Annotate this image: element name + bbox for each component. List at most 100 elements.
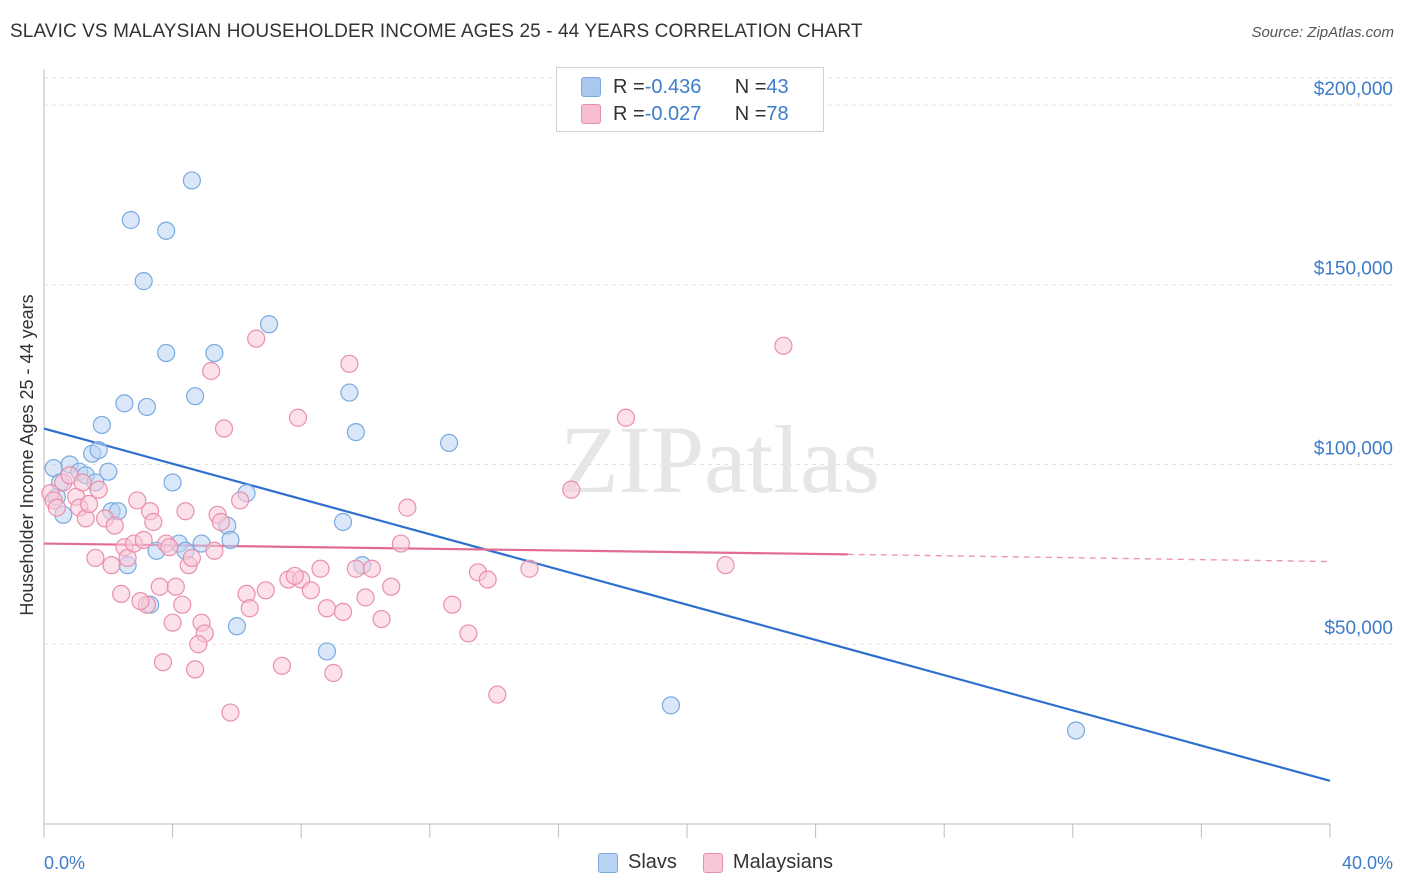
legend-n-value: 43 bbox=[766, 75, 789, 98]
data-point-malaysians bbox=[716, 556, 735, 575]
legend-r-value: -0.436 bbox=[644, 75, 702, 98]
data-point-malaysians bbox=[134, 530, 153, 550]
data-point-slavs bbox=[259, 315, 279, 334]
data-point-malaysians bbox=[128, 491, 147, 510]
data-point-malaysians bbox=[459, 624, 478, 643]
legend-swatch-malaysians bbox=[702, 852, 723, 873]
data-point-slavs bbox=[134, 272, 153, 291]
data-point-slavs bbox=[92, 415, 111, 435]
data-point-slavs bbox=[340, 383, 359, 402]
data-point-slavs bbox=[115, 394, 134, 413]
x-tick-label: 0.0% bbox=[44, 853, 85, 873]
data-point-slavs bbox=[137, 397, 156, 417]
data-point-slavs bbox=[205, 343, 224, 363]
data-point-malaysians bbox=[47, 498, 66, 517]
y-axis-label: Householder Income Ages 25 - 44 years bbox=[17, 294, 37, 615]
data-point-malaysians bbox=[288, 408, 308, 427]
data-point-slavs bbox=[182, 171, 201, 190]
y-tick-label: $200,000 bbox=[1314, 79, 1393, 100]
data-point-slavs bbox=[157, 343, 176, 363]
data-point-malaysians bbox=[163, 613, 182, 632]
data-point-slavs bbox=[333, 512, 353, 532]
data-point-malaysians bbox=[150, 577, 169, 596]
data-point-malaysians bbox=[166, 577, 185, 596]
legend-row-malaysians: R = -0.027 N = 78 bbox=[581, 101, 789, 127]
legend-item-slavs[interactable]: Slavs bbox=[598, 851, 677, 874]
data-point-malaysians bbox=[182, 548, 201, 568]
source-label: Source: ZipAtlas.com bbox=[1251, 24, 1394, 41]
legend-item-malaysians[interactable]: Malaysians bbox=[702, 851, 833, 874]
data-point-malaysians bbox=[391, 534, 410, 553]
data-point-malaysians bbox=[356, 588, 375, 607]
data-point-malaysians bbox=[202, 361, 221, 381]
data-point-malaysians bbox=[616, 408, 636, 427]
data-points bbox=[41, 171, 1086, 740]
data-point-malaysians bbox=[488, 685, 507, 704]
data-point-malaysians bbox=[256, 581, 275, 600]
data-point-malaysians bbox=[272, 656, 292, 675]
data-point-malaysians bbox=[382, 577, 401, 596]
legend-swatch-slavs bbox=[581, 77, 601, 97]
data-point-malaysians bbox=[562, 480, 581, 499]
data-point-slavs bbox=[221, 530, 240, 550]
data-point-malaysians bbox=[89, 480, 108, 499]
data-point-slavs bbox=[661, 696, 681, 715]
y-tick-labels: $50,000 $100,000 $150,000 $200,000 bbox=[1314, 79, 1393, 639]
data-point-malaysians bbox=[520, 559, 539, 578]
data-point-malaysians bbox=[205, 541, 224, 560]
data-point-slavs bbox=[346, 423, 365, 442]
data-point-slavs bbox=[1066, 721, 1086, 740]
data-point-slavs bbox=[439, 433, 459, 453]
data-point-malaysians bbox=[301, 581, 320, 600]
data-point-slavs bbox=[121, 210, 140, 230]
legend-label-slavs: Slavs bbox=[628, 851, 677, 873]
legend-n-label: N = bbox=[734, 75, 767, 98]
data-point-malaysians bbox=[189, 635, 208, 654]
data-point-malaysians bbox=[443, 595, 462, 614]
data-point-malaysians bbox=[340, 354, 359, 373]
data-point-slavs bbox=[186, 387, 205, 406]
legend-r-value: -0.027 bbox=[644, 102, 702, 125]
data-point-malaysians bbox=[73, 473, 92, 492]
series-legend: Slavs Malaysians bbox=[598, 851, 859, 874]
data-point-malaysians bbox=[86, 548, 105, 568]
legend-n-label: N = bbox=[734, 102, 767, 125]
data-point-slavs bbox=[317, 642, 337, 661]
legend-n-value: 78 bbox=[766, 102, 789, 125]
data-point-malaysians bbox=[311, 559, 330, 578]
data-point-malaysians bbox=[102, 556, 121, 575]
data-point-slavs bbox=[163, 473, 182, 492]
data-point-malaysians bbox=[372, 609, 391, 629]
legend-label-malaysians: Malaysians bbox=[732, 851, 833, 873]
data-point-malaysians bbox=[214, 419, 234, 438]
y-tick-label: $100,000 bbox=[1314, 438, 1393, 459]
y-tick-label: $150,000 bbox=[1314, 259, 1393, 280]
data-point-malaysians bbox=[131, 591, 150, 611]
data-point-malaysians bbox=[398, 498, 417, 517]
data-point-malaysians bbox=[105, 516, 124, 535]
data-point-slavs bbox=[227, 617, 246, 636]
trendline-slavs bbox=[43, 427, 1331, 782]
data-point-malaysians bbox=[112, 584, 131, 604]
data-point-malaysians bbox=[478, 570, 497, 589]
data-point-malaysians bbox=[231, 491, 250, 510]
legend-swatch-slavs bbox=[598, 852, 618, 873]
data-point-malaysians bbox=[160, 538, 179, 557]
data-point-malaysians bbox=[774, 336, 793, 355]
x-tick-label: 40.0% bbox=[1342, 853, 1393, 873]
data-point-malaysians bbox=[186, 660, 205, 679]
data-point-malaysians bbox=[173, 595, 192, 614]
data-point-malaysians bbox=[247, 329, 266, 348]
data-point-malaysians bbox=[221, 703, 240, 722]
legend-swatch-malaysians bbox=[581, 104, 601, 124]
legend-row-slavs: R = -0.436 N = 43 bbox=[581, 74, 789, 100]
data-point-malaysians bbox=[211, 512, 230, 532]
data-point-malaysians bbox=[144, 512, 163, 532]
x-tick-labels: 0.0% 40.0% bbox=[44, 853, 1393, 873]
data-point-malaysians bbox=[333, 602, 353, 621]
trendline-extension-malaysians bbox=[847, 553, 1331, 563]
legend-r-label: R = bbox=[613, 102, 645, 125]
data-point-slavs bbox=[157, 221, 176, 240]
data-point-malaysians bbox=[362, 559, 382, 578]
